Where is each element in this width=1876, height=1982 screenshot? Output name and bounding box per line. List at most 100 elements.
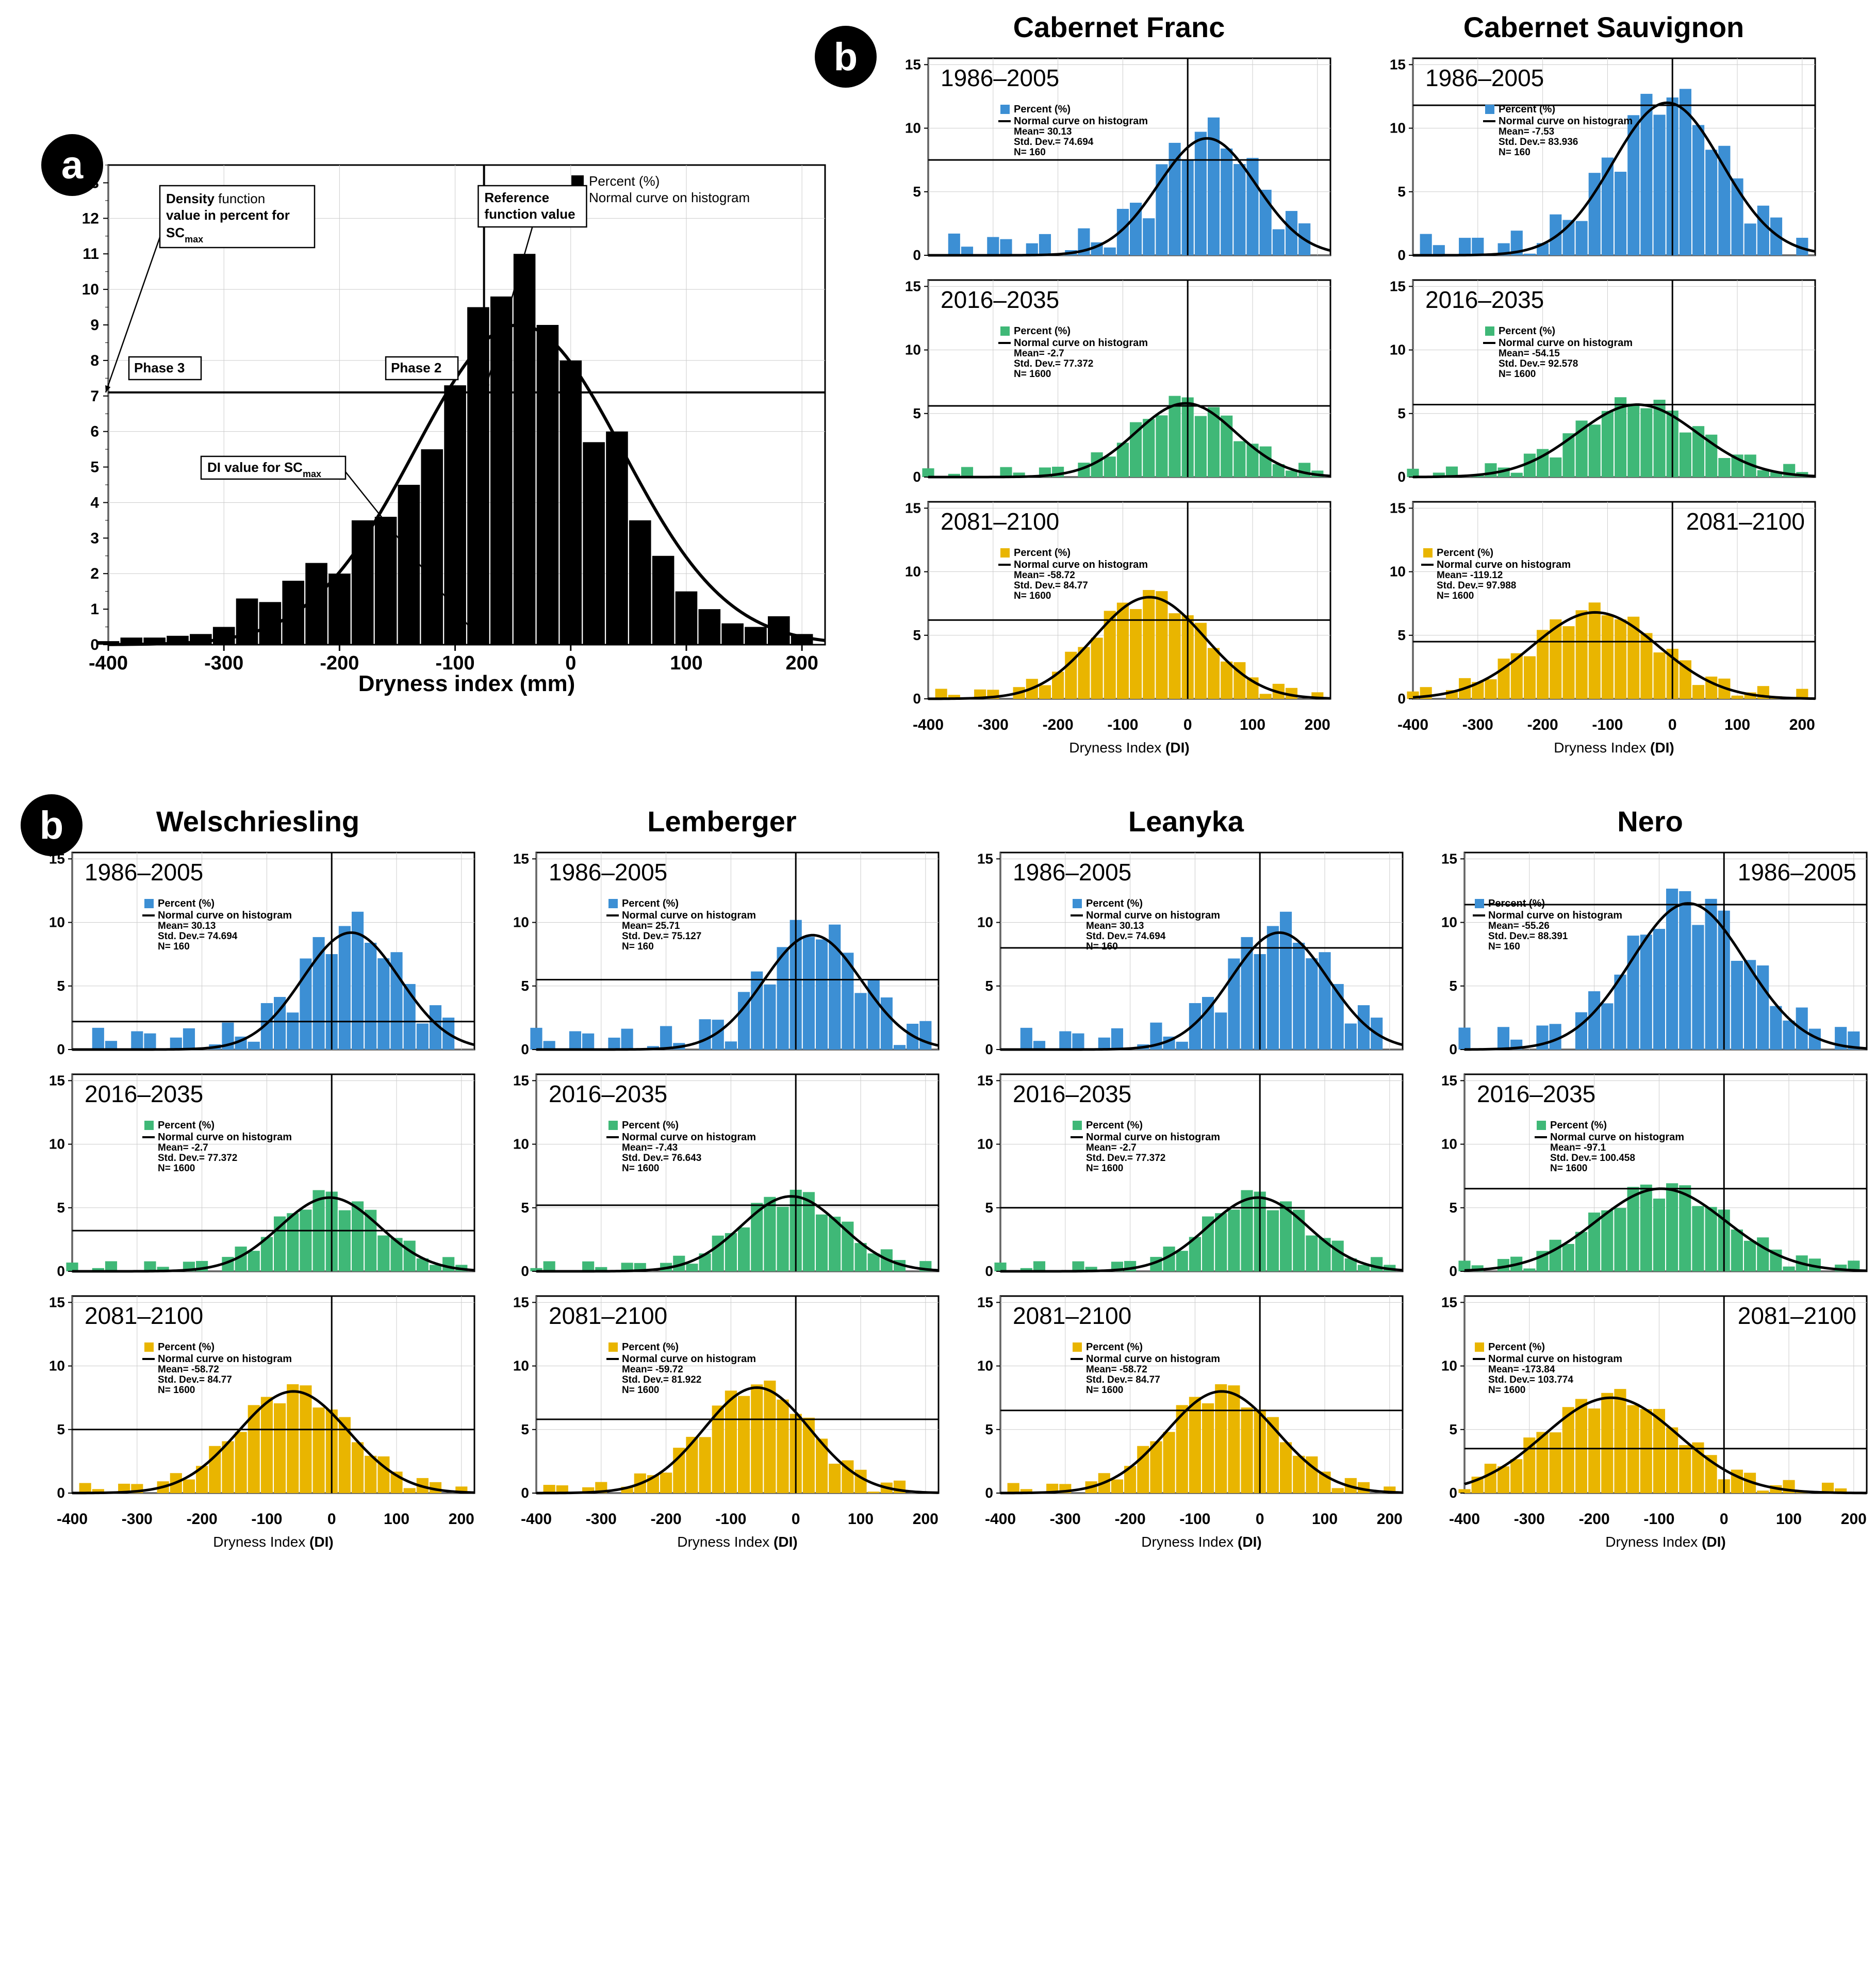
svg-text:Dryness Index (DI): Dryness Index (DI) — [1554, 740, 1674, 756]
svg-text:11: 11 — [83, 245, 99, 263]
svg-text:200: 200 — [1305, 716, 1330, 733]
svg-text:5: 5 — [1449, 1421, 1457, 1437]
svg-text:10: 10 — [513, 914, 529, 930]
svg-text:2081–2100: 2081–2100 — [85, 1302, 203, 1329]
svg-text:15: 15 — [977, 1072, 993, 1088]
svg-text:N= 160: N= 160 — [1014, 147, 1046, 158]
svg-text:15: 15 — [513, 1294, 529, 1310]
svg-text:0: 0 — [985, 1485, 993, 1501]
svg-text:-200: -200 — [1043, 716, 1074, 733]
main-chart-svg: 012345678910111213-400-300-200-100010020… — [41, 134, 841, 701]
svg-text:Reference: Reference — [484, 190, 549, 205]
svg-text:Percent (%): Percent (%) — [622, 898, 679, 909]
svg-text:Std. Dev.= 74.694: Std. Dev.= 74.694 — [158, 931, 238, 942]
svg-text:Mean= -97.1: Mean= -97.1 — [1550, 1142, 1606, 1153]
svg-text:200: 200 — [785, 652, 818, 674]
svg-text:1986–2005: 1986–2005 — [1425, 64, 1544, 91]
svg-text:N= 1600: N= 1600 — [622, 1163, 659, 1174]
small-panel: 0510152081–2100Percent (%)Normal curve o… — [495, 1287, 949, 1509]
svg-text:Std. Dev.= 97.988: Std. Dev.= 97.988 — [1437, 580, 1516, 591]
svg-text:5: 5 — [985, 1421, 993, 1437]
small-panel: 0510151986–2005Percent (%)Normal curve o… — [887, 49, 1341, 271]
svg-text:15: 15 — [905, 56, 921, 72]
svg-text:2016–2035: 2016–2035 — [941, 286, 1059, 313]
svg-text:Dryness Index (DI): Dryness Index (DI) — [1605, 1534, 1725, 1550]
svg-text:Normal curve on histogram: Normal curve on histogram — [1550, 1132, 1684, 1143]
svg-text:N= 1600: N= 1600 — [1086, 1385, 1123, 1396]
svg-text:Percent (%): Percent (%) — [1550, 1120, 1607, 1131]
svg-text:10: 10 — [1390, 342, 1406, 358]
svg-text:Mean= -173.84: Mean= -173.84 — [1488, 1364, 1555, 1375]
svg-text:Std. Dev.= 103.774: Std. Dev.= 103.774 — [1488, 1374, 1573, 1385]
svg-text:10: 10 — [82, 281, 99, 298]
svg-text:Normal curve on histogram: Normal curve on histogram — [1086, 1132, 1220, 1143]
small-panel: 0510152081–2100Percent (%)Normal curve o… — [959, 1287, 1413, 1509]
small-panel: 0510152081–2100Percent (%)Normal curve o… — [887, 493, 1341, 714]
svg-text:Mean= -2.7: Mean= -2.7 — [1086, 1142, 1137, 1153]
svg-text:Std. Dev.= 92.578: Std. Dev.= 92.578 — [1499, 358, 1578, 369]
svg-text:Normal curve on histogram: Normal curve on histogram — [1086, 1353, 1220, 1365]
svg-text:13: 13 — [82, 174, 99, 191]
svg-text:0: 0 — [1720, 1511, 1729, 1528]
svg-text:Std. Dev.= 77.372: Std. Dev.= 77.372 — [158, 1153, 237, 1164]
svg-text:0: 0 — [913, 469, 921, 485]
svg-text:0: 0 — [1183, 716, 1192, 733]
svg-text:Normal curve on histogram: Normal curve on histogram — [1488, 1353, 1622, 1365]
svg-text:Std. Dev.= 81.922: Std. Dev.= 81.922 — [622, 1374, 701, 1385]
svg-text:Normal curve on histogram: Normal curve on histogram — [1499, 337, 1633, 349]
svg-text:0: 0 — [57, 1485, 65, 1501]
svg-text:Normal curve on histogram: Normal curve on histogram — [158, 1353, 292, 1365]
svg-text:0: 0 — [57, 1263, 65, 1279]
svg-text:Mean= -2.7: Mean= -2.7 — [158, 1142, 208, 1153]
svg-text:Percent (%): Percent (%) — [1488, 1341, 1545, 1353]
svg-text:10: 10 — [1441, 1136, 1457, 1152]
svg-text:2081–2100: 2081–2100 — [1738, 1302, 1856, 1329]
svg-text:function value: function value — [484, 206, 575, 222]
svg-text:100: 100 — [1776, 1511, 1802, 1528]
svg-text:-300: -300 — [122, 1511, 153, 1528]
svg-text:10: 10 — [49, 1136, 65, 1152]
svg-text:Mean= -55.26: Mean= -55.26 — [1488, 921, 1550, 931]
svg-text:-300: -300 — [1462, 716, 1493, 733]
svg-text:-200: -200 — [1579, 1511, 1610, 1528]
svg-text:-100: -100 — [715, 1511, 746, 1528]
svg-text:Mean= -59.72: Mean= -59.72 — [622, 1364, 683, 1375]
svg-text:5: 5 — [1397, 405, 1406, 421]
section-a: a 012345678910111213-400-300-200-1000100… — [10, 10, 1867, 784]
svg-text:Normal curve on histogram: Normal curve on histogram — [1499, 116, 1633, 127]
svg-text:100: 100 — [848, 1511, 874, 1528]
svg-text:Normal curve on histogram: Normal curve on histogram — [1014, 337, 1148, 349]
svg-text:-100: -100 — [1179, 1511, 1210, 1528]
svg-text:N= 160: N= 160 — [1086, 941, 1118, 952]
svg-text:2016–2035: 2016–2035 — [549, 1080, 667, 1107]
svg-text:15: 15 — [1441, 850, 1457, 866]
svg-text:5: 5 — [521, 1200, 529, 1216]
svg-text:Mean= -54.15: Mean= -54.15 — [1499, 348, 1560, 359]
figure: a 012345678910111213-400-300-200-1000100… — [10, 10, 1867, 1555]
svg-text:Std. Dev.= 77.372: Std. Dev.= 77.372 — [1086, 1153, 1165, 1164]
svg-text:Mean= -58.72: Mean= -58.72 — [1086, 1364, 1147, 1375]
svg-text:200: 200 — [1789, 716, 1815, 733]
svg-text:1: 1 — [90, 601, 99, 618]
svg-text:1986–2005: 1986–2005 — [1013, 859, 1131, 886]
svg-text:-400: -400 — [521, 1511, 552, 1528]
x-axis-row: -400-300-200-1000100200Dryness Index (DI… — [887, 714, 1341, 761]
svg-text:Percent (%): Percent (%) — [158, 1341, 215, 1353]
svg-text:N= 1600: N= 1600 — [1437, 591, 1474, 601]
svg-text:Mean= 30.13: Mean= 30.13 — [1086, 921, 1144, 931]
svg-text:-300: -300 — [1050, 1511, 1081, 1528]
svg-text:Normal curve on histogram: Normal curve on histogram — [1014, 116, 1148, 127]
svg-text:-200: -200 — [320, 652, 359, 674]
svg-text:Std. Dev.= 84.77: Std. Dev.= 84.77 — [158, 1374, 232, 1385]
svg-text:2016–2035: 2016–2035 — [1013, 1080, 1131, 1107]
badge-b-top: b — [815, 26, 877, 88]
svg-text:10: 10 — [1390, 120, 1406, 136]
svg-text:10: 10 — [905, 120, 921, 136]
x-axis-row: -400-300-200-1000100200Dryness Index (DI… — [495, 1509, 949, 1555]
svg-text:Std. Dev.= 100.458: Std. Dev.= 100.458 — [1550, 1153, 1635, 1164]
svg-text:0: 0 — [1397, 469, 1406, 485]
svg-text:Normal curve on histogram: Normal curve on histogram — [622, 1353, 756, 1365]
svg-text:-400: -400 — [913, 716, 944, 733]
svg-text:N= 160: N= 160 — [1499, 147, 1531, 158]
small-panel: 0510152016–2035Percent (%)Normal curve o… — [1423, 1065, 1876, 1287]
